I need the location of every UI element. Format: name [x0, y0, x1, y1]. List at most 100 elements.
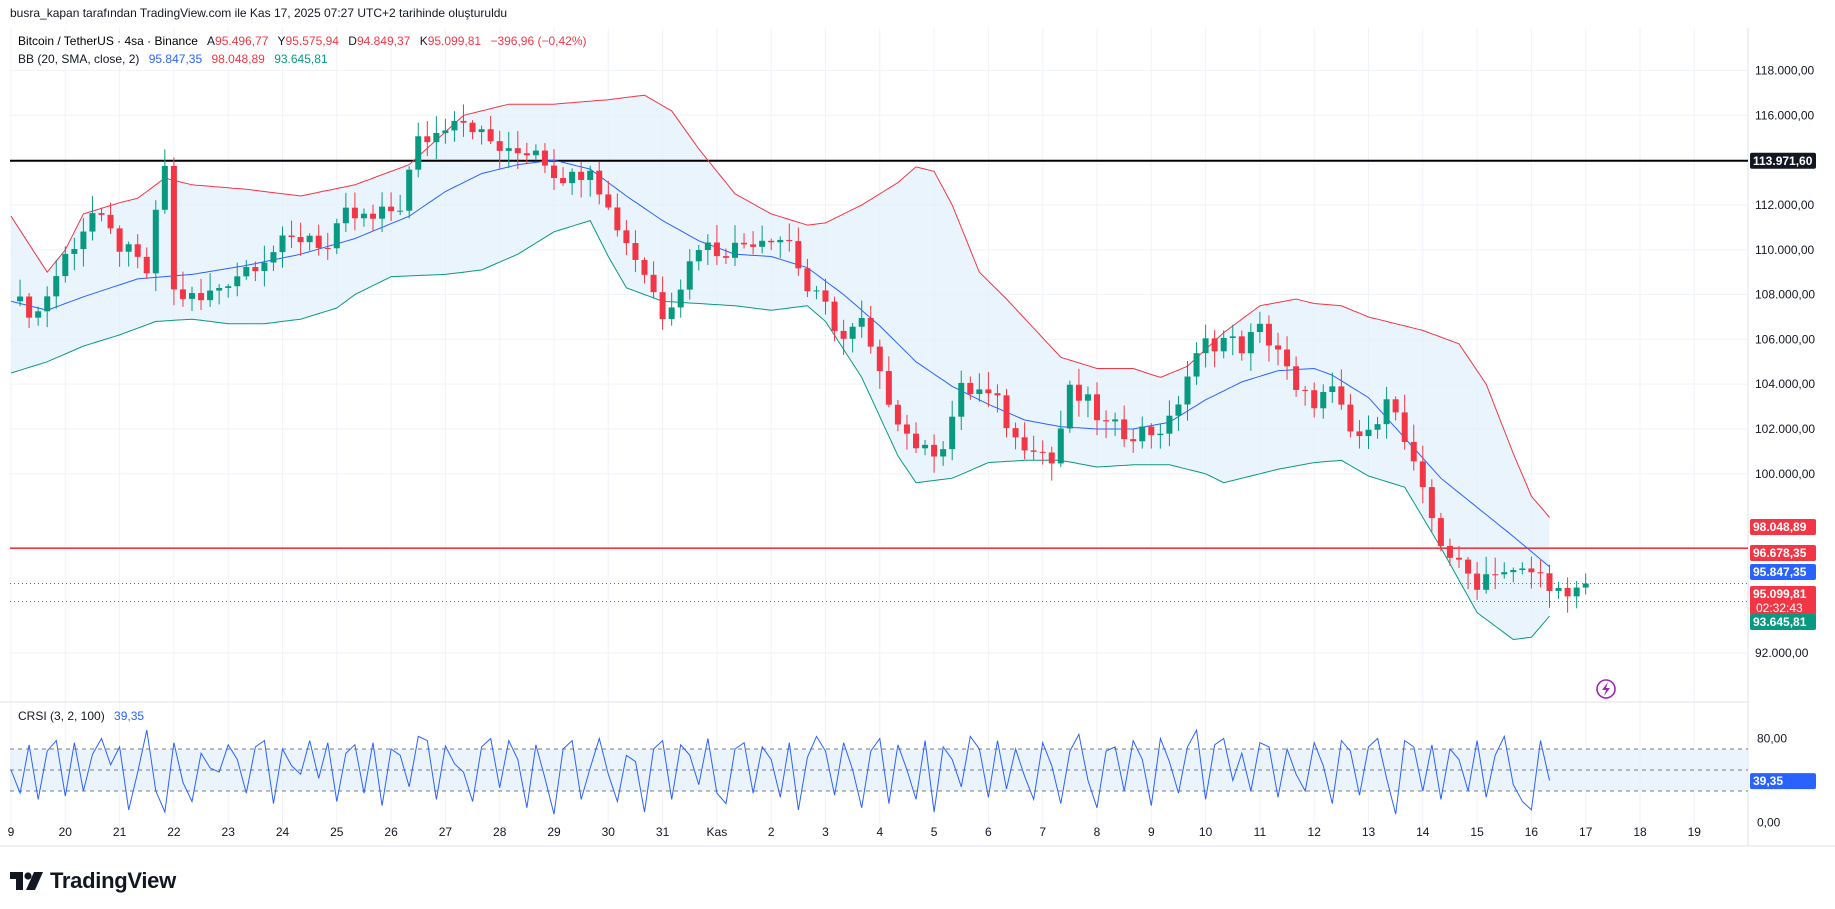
candle-body	[1555, 588, 1562, 591]
candle-body	[424, 136, 431, 143]
horizontal-levels[interactable]	[10, 159, 1748, 602]
candle-body	[342, 207, 349, 224]
candle-body	[514, 148, 521, 154]
tradingview-logo[interactable]: TradingView	[10, 868, 176, 894]
candle-body	[913, 433, 919, 449]
candle-body	[695, 250, 702, 262]
candle-body	[1347, 404, 1354, 432]
candle-body	[152, 209, 159, 274]
candle-body	[1130, 439, 1137, 442]
candle-body	[1021, 437, 1028, 451]
candle-body	[1175, 404, 1182, 416]
candle-body	[1437, 518, 1444, 546]
candle-body	[623, 230, 630, 244]
y-tick-label: 108.000,00	[1755, 288, 1815, 302]
candle-body	[551, 165, 557, 179]
header-caption: busra_kapan tarafından TradingView.com i…	[10, 6, 508, 20]
candle-body	[1528, 568, 1535, 573]
high-value: 95.575,94	[286, 34, 340, 48]
x-tick-label: 11	[1254, 825, 1267, 839]
candle-body	[668, 307, 675, 320]
candle-body	[487, 129, 494, 142]
price-tag-bg	[1750, 614, 1816, 630]
x-tick-label: 19	[1688, 825, 1702, 839]
candle-body	[894, 404, 901, 425]
candle-body	[1582, 583, 1589, 588]
candle-body	[1374, 424, 1381, 430]
candle-body	[994, 393, 1001, 396]
candle-body	[279, 235, 286, 253]
x-tick-label: 22	[167, 825, 181, 839]
x-tick-label: 27	[439, 825, 453, 839]
candle-body	[1410, 441, 1417, 462]
candle-body	[885, 371, 892, 405]
candle-body	[1030, 450, 1037, 452]
candle-body	[161, 165, 168, 210]
candle-body	[732, 242, 738, 258]
axes: 92.000,00100.000,00102.000,00104.000,001…	[8, 64, 1816, 839]
x-tick-label: 14	[1416, 825, 1430, 839]
candles	[17, 104, 1589, 613]
open-label: A	[207, 34, 215, 48]
candle-body	[822, 290, 829, 302]
x-tick-label: 26	[384, 825, 398, 839]
candle-body	[1501, 572, 1508, 575]
candle-body	[569, 171, 576, 184]
crsi-name: CRSI (3, 2, 100)	[18, 709, 105, 723]
candle-body	[632, 243, 639, 260]
candle-body	[35, 311, 42, 318]
crsi-tick-label: 80,00	[1757, 732, 1787, 746]
candle-body	[207, 290, 214, 301]
x-tick-label: 8	[1094, 825, 1101, 839]
candle-body	[397, 210, 404, 212]
candle-body	[1392, 399, 1399, 413]
candle-body	[967, 382, 974, 395]
candle-body	[523, 153, 530, 156]
candle-body	[1275, 345, 1281, 350]
candle-body	[1546, 573, 1553, 591]
x-tick-label: 6	[985, 825, 992, 839]
y-tick-label: 118.000,00	[1755, 64, 1814, 78]
candle-body	[451, 120, 458, 131]
x-tick-label: 9	[1148, 825, 1155, 839]
candle-body	[478, 129, 485, 133]
price-tags: 113.971,60 98.048,89 96.678,35 95.847,35 95.…	[1750, 152, 1816, 790]
candle-body	[1419, 461, 1426, 488]
y-tick-label: 106.000,00	[1755, 332, 1815, 346]
candle-body	[867, 318, 874, 347]
candle-body	[351, 207, 358, 219]
candle-body	[759, 240, 766, 247]
y-tick-label: 100.000,00	[1755, 467, 1815, 481]
candle-body	[1456, 557, 1462, 560]
candle-body	[849, 326, 856, 339]
candle-body	[958, 382, 965, 417]
candle-body	[1256, 323, 1263, 333]
candle-body	[1048, 452, 1055, 464]
x-tick-label: 29	[547, 825, 561, 839]
brand-name: TradingView	[50, 868, 176, 893]
crsi-tag-label: 39,35	[1753, 774, 1783, 788]
candle-body	[1139, 426, 1146, 442]
candle-body	[189, 293, 195, 299]
x-tick-label: 3	[822, 825, 829, 839]
lightning-icon[interactable]	[1596, 679, 1616, 699]
candle-body	[469, 122, 476, 133]
level-tag-label: 113.971,60	[1753, 154, 1813, 168]
candle-body	[1084, 394, 1091, 401]
y-tick-label: 104.000,00	[1755, 377, 1815, 391]
candle-body	[1311, 390, 1318, 409]
candle-body	[379, 206, 386, 219]
candle-body	[659, 292, 666, 320]
candle-body	[53, 276, 60, 297]
candle-body	[17, 296, 24, 302]
candle-body	[560, 178, 567, 184]
candle-body	[1211, 338, 1218, 352]
y-tick-label: 102.000,00	[1755, 422, 1815, 436]
bollinger-upper-line	[10, 94, 1550, 518]
candle-body	[107, 214, 114, 229]
y-tick-label: 116.000,00	[1755, 108, 1814, 122]
candle-body	[1003, 395, 1010, 429]
x-tick-label: 28	[493, 825, 507, 839]
candle-body	[333, 223, 340, 249]
